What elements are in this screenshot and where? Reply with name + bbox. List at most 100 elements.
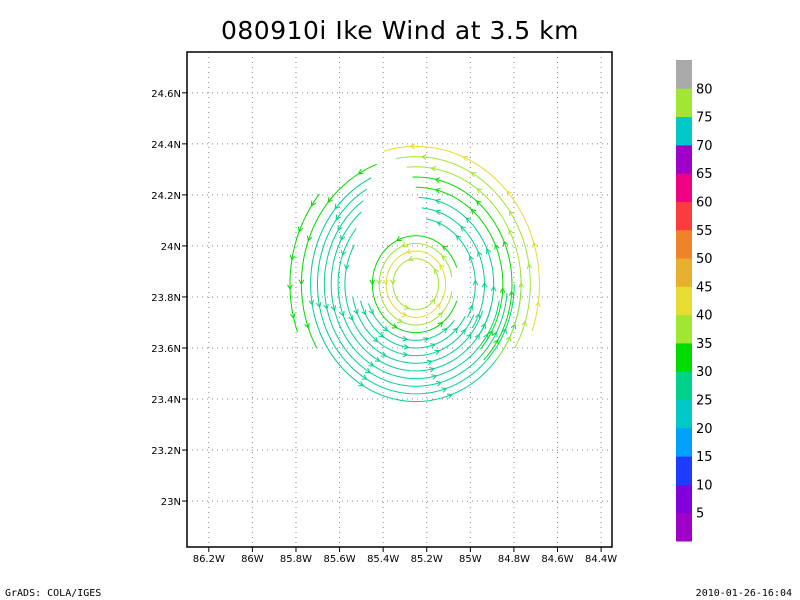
colorbar-label: 40 [696, 309, 713, 324]
streamline-arrow [289, 254, 296, 261]
streamline-arrow [481, 281, 488, 288]
streamline-arrow [493, 338, 499, 345]
streamline-arrow [348, 315, 354, 322]
streamline-arrow [475, 200, 482, 206]
colorbar-label: 35 [696, 337, 713, 352]
streamline-arrow [474, 313, 481, 320]
streamline-arrow [526, 263, 533, 270]
colorbar-label: 50 [696, 252, 713, 267]
streamline-arrow [334, 203, 340, 210]
x-tick-label: 85.6W [323, 554, 355, 565]
colorbar-swatch [676, 342, 692, 372]
streamline-arrow [485, 247, 492, 254]
streamline-arrow [401, 311, 408, 318]
streamline-arrow [409, 143, 416, 150]
colorbar-label: 45 [696, 280, 713, 295]
streamline-arrow [430, 165, 437, 172]
streamline-arrow [369, 279, 376, 286]
streamline-arrow [509, 210, 515, 217]
colorbar-swatch [676, 371, 692, 401]
x-tick-label: 84.4W [585, 554, 617, 565]
streamline [323, 200, 508, 387]
streamline-arrow [306, 235, 313, 242]
x-tick-label: 86W [241, 554, 264, 565]
streamline-arrow [433, 268, 440, 275]
chart-title: 080910i Ike Wind at 3.5 km [221, 16, 579, 45]
streamline-arrow [470, 172, 477, 178]
colorbar-swatch [676, 173, 692, 202]
streamline-arrow [402, 351, 409, 358]
streamline-arrow [521, 320, 527, 327]
streamline-arrow [483, 333, 489, 340]
y-tick-label: 24.2N [151, 191, 181, 202]
streamline-arrow [397, 317, 404, 324]
streamline-arrow [382, 325, 389, 332]
x-tick-label: 84.8W [498, 554, 530, 565]
streamline-arrow [403, 304, 410, 310]
streamline-arrow [315, 302, 322, 309]
streamline-arrow [472, 279, 479, 286]
colorbar-swatch [676, 456, 692, 485]
streamline-arrow [383, 279, 389, 286]
streamline-arrow [477, 250, 483, 257]
streamline-arrow [308, 299, 315, 306]
colorbar-label: 80 [696, 82, 713, 97]
footer-credit: GrADS: COLA/IGES [5, 588, 102, 599]
streamline-arrow [368, 308, 374, 315]
streamline-arrow [389, 279, 396, 286]
streamline-arrow [470, 208, 477, 215]
plot-frame [186, 51, 613, 548]
streamline-arrow [310, 200, 317, 207]
streamline-arrow [403, 344, 410, 350]
streamline-arrow [487, 329, 493, 336]
streamline-arrow [368, 361, 375, 367]
streamline-arrow [441, 245, 448, 251]
y-tick-label: 23.6N [151, 344, 181, 355]
streamline [337, 228, 492, 372]
streamline-arrow [441, 255, 448, 261]
streamline-arrow [372, 336, 379, 343]
streamline [352, 296, 475, 357]
streamline [385, 250, 447, 318]
axis-ticks: 86.2W 86W 85.8W 85.6W 85.4W 85.2W 85W 84.8W 84.6… [151, 89, 617, 565]
streamline-arrow [357, 169, 364, 175]
streamline-arrow [468, 304, 474, 311]
colorbar-label: 25 [696, 394, 713, 409]
streamline-arrow [426, 359, 433, 366]
streamline-arrow [429, 343, 436, 349]
streamline-arrow [499, 287, 506, 293]
streamline-arrow [287, 284, 293, 291]
y-tick-label: 23N [161, 497, 181, 508]
streamline-arrow [434, 188, 441, 194]
streamline-arrow [407, 255, 414, 261]
streamline [289, 193, 320, 333]
streamline-arrow [401, 241, 408, 247]
streamline-arrow [330, 305, 337, 312]
streamline-arrow [335, 214, 341, 221]
streamline-arrow [502, 240, 509, 247]
streamline-arrow [298, 279, 305, 286]
colorbar-swatch [676, 229, 692, 259]
streamline-arrow [337, 225, 343, 232]
streamline-arrow [361, 374, 368, 380]
grid-lines [187, 52, 612, 547]
footer-timestamp: 2010-01-26-16:04 [695, 588, 792, 599]
colorbar-swatch [676, 116, 692, 146]
streamline-arrow [361, 309, 367, 316]
x-tick-label: 84.6W [541, 554, 573, 565]
colorbar-label: 10 [696, 478, 713, 493]
streamline-arrow [353, 308, 359, 315]
colorbar-label: 75 [696, 111, 713, 126]
y-tick-label: 23.8N [151, 293, 181, 304]
streamline-arrow [431, 374, 438, 380]
streamline-arrow [490, 285, 497, 292]
colorbar-swatch [676, 258, 692, 287]
streamline-arrow [304, 322, 310, 329]
streamline-arrow [323, 303, 329, 310]
colorbar-swatch [676, 512, 692, 542]
colorbar-swatch [676, 314, 692, 344]
streamline-arrow [508, 229, 514, 236]
streamline-arrow [344, 264, 350, 271]
streamline-arrow [452, 327, 458, 334]
